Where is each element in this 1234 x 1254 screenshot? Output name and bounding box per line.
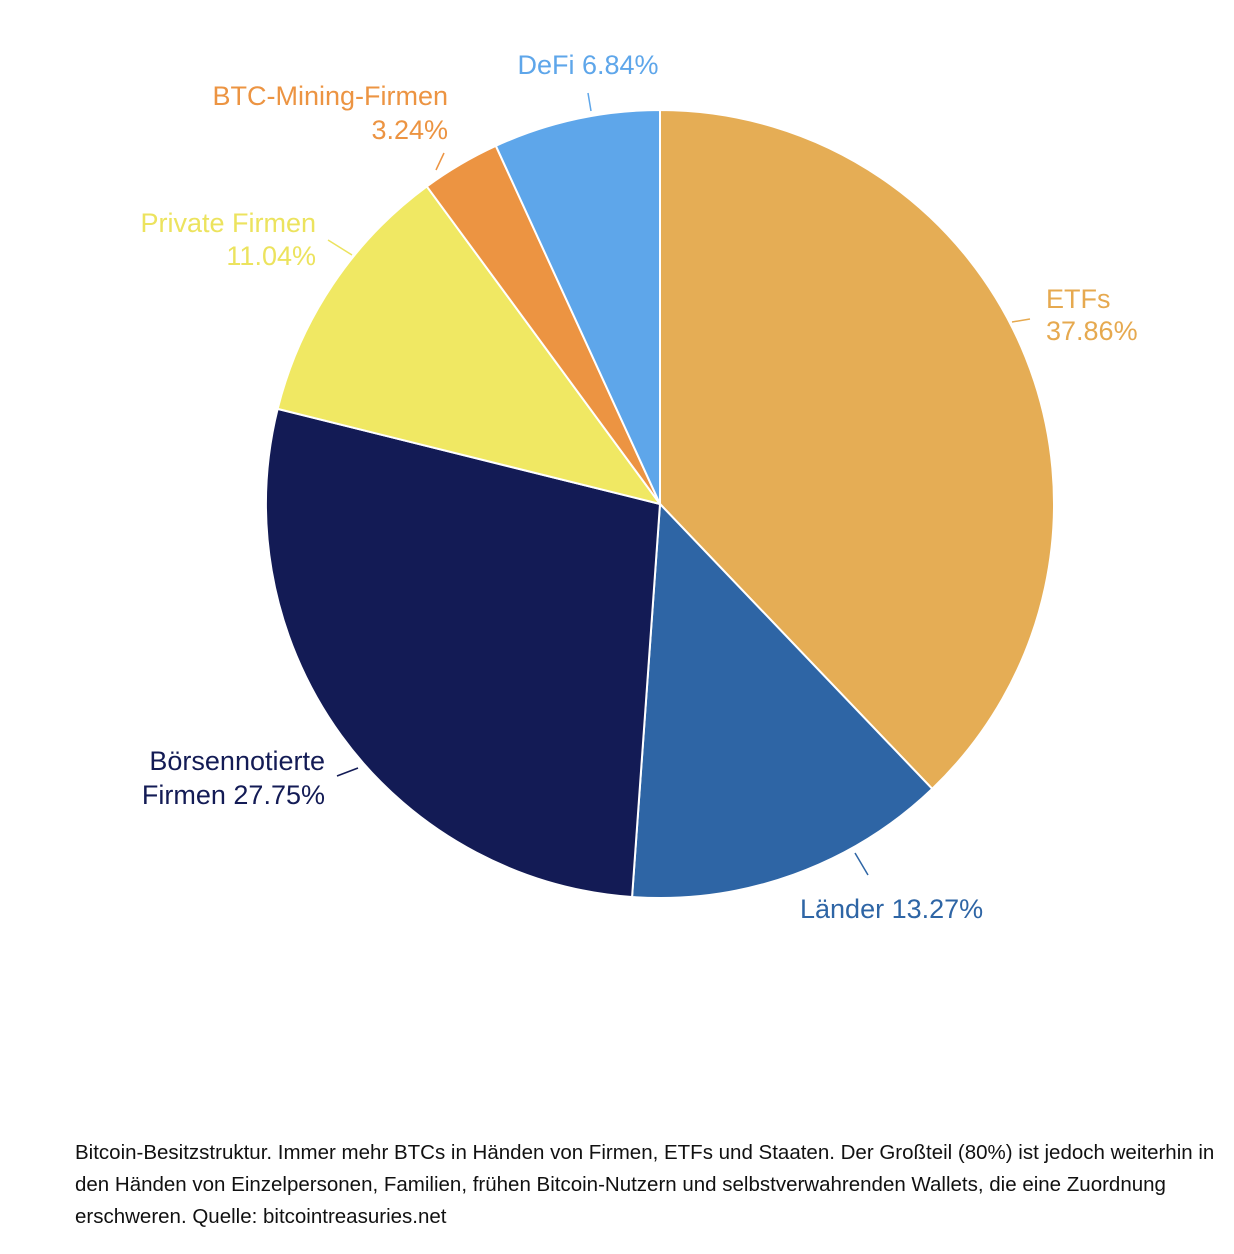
- leader-lines: [327, 92, 1031, 876]
- slice-label: 11.04%: [226, 241, 316, 271]
- slice-label: 3.24%: [371, 115, 448, 145]
- chart-caption: Bitcoin-Besitzstruktur. Immer mehr BTCs …: [75, 1141, 1215, 1228]
- slice-label: Private Firmen: [140, 208, 316, 238]
- leader-line: [336, 767, 359, 777]
- pie-slice-börsennotierte-firmen: [265, 407, 661, 899]
- pie-slice-defi: [494, 109, 661, 505]
- slice-label: BTC-Mining-Firmen: [212, 81, 448, 111]
- pie-slices: [265, 109, 1055, 899]
- leader-line: [435, 152, 445, 171]
- slice-label: Börsennotierte: [149, 746, 325, 776]
- slice-label: DeFi 6.84%: [517, 50, 658, 80]
- slice-label: 37.86%: [1046, 316, 1138, 346]
- leader-line: [327, 239, 353, 256]
- slice-label: Länder 13.27%: [800, 894, 983, 924]
- pie-slice-länder: [631, 503, 934, 899]
- leader-line: [854, 852, 869, 876]
- slice-label: Firmen 27.75%: [142, 780, 325, 810]
- leader-line: [587, 92, 592, 112]
- slice-label: ETFs: [1046, 284, 1111, 314]
- leader-line: [1011, 318, 1031, 323]
- pie-slice-etfs: [659, 109, 1055, 790]
- pie-slice-private-firmen: [276, 185, 661, 505]
